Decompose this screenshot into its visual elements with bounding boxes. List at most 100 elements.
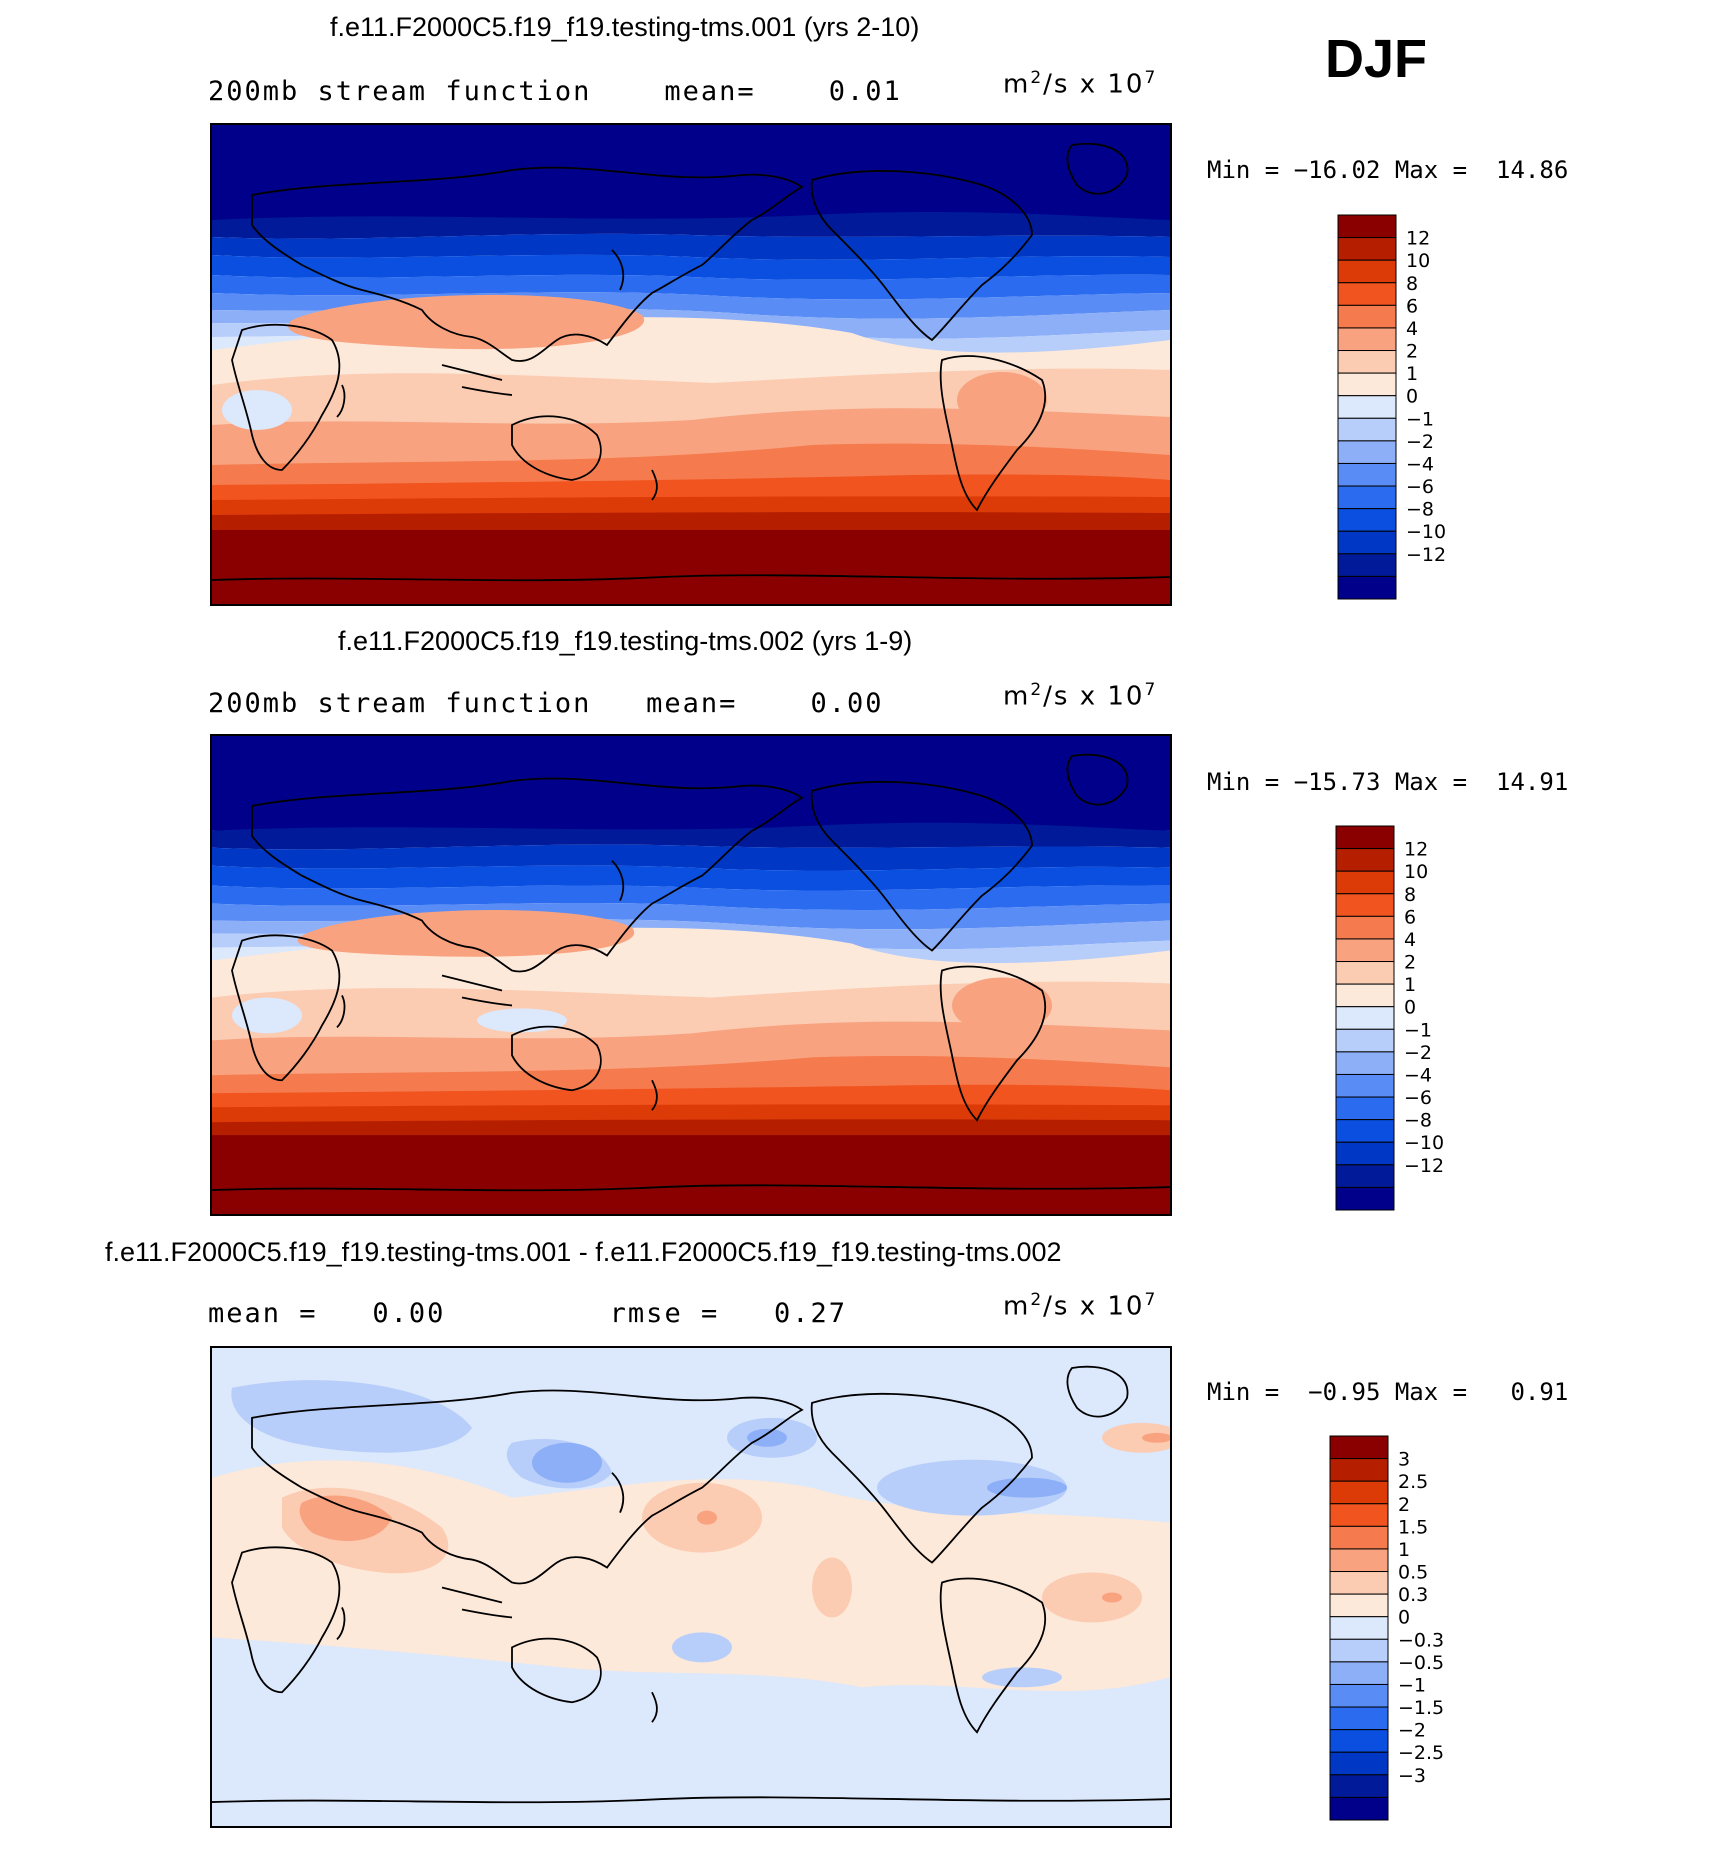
band-lt-minus12	[212, 125, 1170, 220]
colorbar-label: −6	[1406, 476, 1434, 498]
blob-plus2-asia	[288, 294, 645, 350]
colorbar-label: 2.5	[1398, 1471, 1428, 1493]
panel3-coastlines	[212, 1365, 1170, 1804]
colorbar-label: 0.3	[1398, 1584, 1428, 1606]
diff-minus1-so	[982, 1667, 1062, 1688]
colorbar-box	[1337, 282, 1397, 306]
colorbar-box	[1337, 508, 1397, 532]
colorbar-box	[1335, 870, 1395, 895]
panel2-field: 200mb stream function mean= 0.00	[208, 688, 884, 719]
colorbar-box	[1337, 350, 1397, 374]
colorbar-box	[1329, 1774, 1389, 1798]
coast-australia	[511, 1025, 602, 1092]
colorbar-label: −2	[1406, 431, 1434, 453]
diff-plus2-pacific	[697, 1510, 717, 1525]
colorbar-box	[1335, 961, 1395, 985]
panel3-map	[210, 1346, 1172, 1828]
band-minus10	[212, 844, 1170, 871]
panel1-colorbar: 12 10 8 6 4 2 1 0 −1 −2 −4 −6 −8 −10 −12	[1337, 214, 1458, 600]
panel3-colorbar: 3 2.5 2 1.5 1 0.5 0.3 0 −0.3 −0.5 −1 −1.5 −2 −2.5 −3	[1329, 1435, 1450, 1821]
colorbar-label: 8	[1406, 273, 1418, 295]
colorbar-box	[1329, 1458, 1389, 1482]
colorbar-label: −10	[1404, 1132, 1444, 1154]
colorbar-label: −0.5	[1398, 1652, 1444, 1674]
colorbar-box	[1329, 1751, 1389, 1776]
colorbar-label: 8	[1404, 884, 1416, 906]
colorbar-box	[1337, 440, 1397, 464]
colorbar-box	[1329, 1480, 1389, 1505]
colorbar-label: 6	[1406, 295, 1418, 317]
diff-plus2-samerica-atl	[1102, 1592, 1122, 1603]
band-minus6	[212, 885, 1170, 911]
colorbar-box	[1329, 1638, 1389, 1663]
colorbar-box	[1329, 1525, 1389, 1550]
colorbar-box	[1335, 825, 1395, 850]
colorbar-label: −4	[1406, 453, 1434, 475]
colorbar-label: 10	[1406, 250, 1430, 272]
colorbar-label: −0.3	[1398, 1629, 1444, 1651]
colorbar-label: −2.5	[1398, 1742, 1444, 1764]
band-plus12	[212, 530, 1170, 604]
band-minus6	[212, 274, 1170, 300]
diff-plus2-natl	[1142, 1432, 1170, 1443]
colorbar-box	[1335, 848, 1395, 872]
panel1-coastlines	[212, 142, 1170, 582]
colorbar-box	[1337, 553, 1397, 577]
season-label: DJF	[1325, 29, 1428, 89]
panel2-colorbar: 12 10 8 6 4 2 1 0 −1 −2 −4 −6 −8 −10 −12	[1335, 825, 1456, 1211]
coast-namerica	[810, 1392, 1033, 1564]
blob-minus1-africa	[222, 390, 292, 430]
colorbar-label: 3	[1398, 1449, 1410, 1471]
colorbar-box	[1337, 575, 1397, 600]
colorbar-label: 4	[1404, 929, 1416, 951]
coast-newzealand	[651, 469, 658, 501]
diff-plus1-natl	[1102, 1422, 1170, 1453]
colorbar-label: 6	[1404, 906, 1416, 928]
colorbar-label: −2	[1404, 1042, 1432, 1064]
colorbar-label: 1.5	[1398, 1516, 1428, 1538]
coast-australia	[511, 415, 602, 481]
colorbar-box	[1337, 530, 1397, 555]
colorbar-label: 2	[1404, 952, 1416, 974]
diff-plus-tropics	[212, 1460, 1170, 1692]
coast-australia	[511, 1637, 602, 1704]
coast-samerica	[939, 1577, 1047, 1734]
band-minus8	[212, 254, 1170, 280]
colorbar-label: 4	[1406, 318, 1418, 340]
coast-japan	[611, 249, 625, 291]
panel2-title: f.e11.F2000C5.f19_f19.testing-tms.002 (y…	[338, 626, 913, 656]
diff-minus2-na	[987, 1477, 1067, 1498]
panel1-minmax: Min = −16.02 Max = 14.86	[1207, 156, 1569, 184]
panel1-map	[210, 123, 1172, 606]
colorbar-label: −1	[1404, 1019, 1432, 1041]
panel2-field-bands	[212, 736, 1170, 1214]
blob-plus2-samerica	[957, 372, 1047, 428]
colorbar-box	[1337, 214, 1397, 239]
coast-africa	[231, 323, 341, 471]
panel1-field: 200mb stream function mean= 0.01	[208, 76, 902, 107]
colorbar-box	[1329, 1729, 1389, 1753]
coast-madagascar	[336, 1607, 346, 1641]
colorbar-box	[1337, 327, 1397, 352]
coast-samerica	[939, 355, 1047, 512]
coast-africa	[231, 934, 341, 1082]
diff-minus2-aleutian	[747, 1428, 787, 1447]
diff-plus1-epac	[812, 1557, 852, 1618]
colorbar-box	[1329, 1661, 1389, 1685]
colorbar-box	[1335, 1141, 1395, 1166]
panel2-coastlines	[212, 753, 1170, 1192]
colorbar-box	[1335, 1006, 1395, 1030]
coast-japan	[611, 860, 625, 902]
blob-minus1-africa	[232, 997, 302, 1034]
colorbar-label: −8	[1406, 499, 1434, 521]
colorbar-label: −4	[1404, 1064, 1432, 1086]
colorbar-label: −6	[1404, 1087, 1432, 1109]
colorbar-label: 0.5	[1398, 1562, 1428, 1584]
colorbar-label: 2	[1398, 1494, 1410, 1516]
colorbar-box	[1329, 1683, 1389, 1708]
band-minus12	[212, 822, 1170, 850]
coast-greenland	[1066, 1365, 1129, 1418]
colorbar-label: −1	[1406, 408, 1434, 430]
coast-greenland	[1066, 142, 1129, 195]
